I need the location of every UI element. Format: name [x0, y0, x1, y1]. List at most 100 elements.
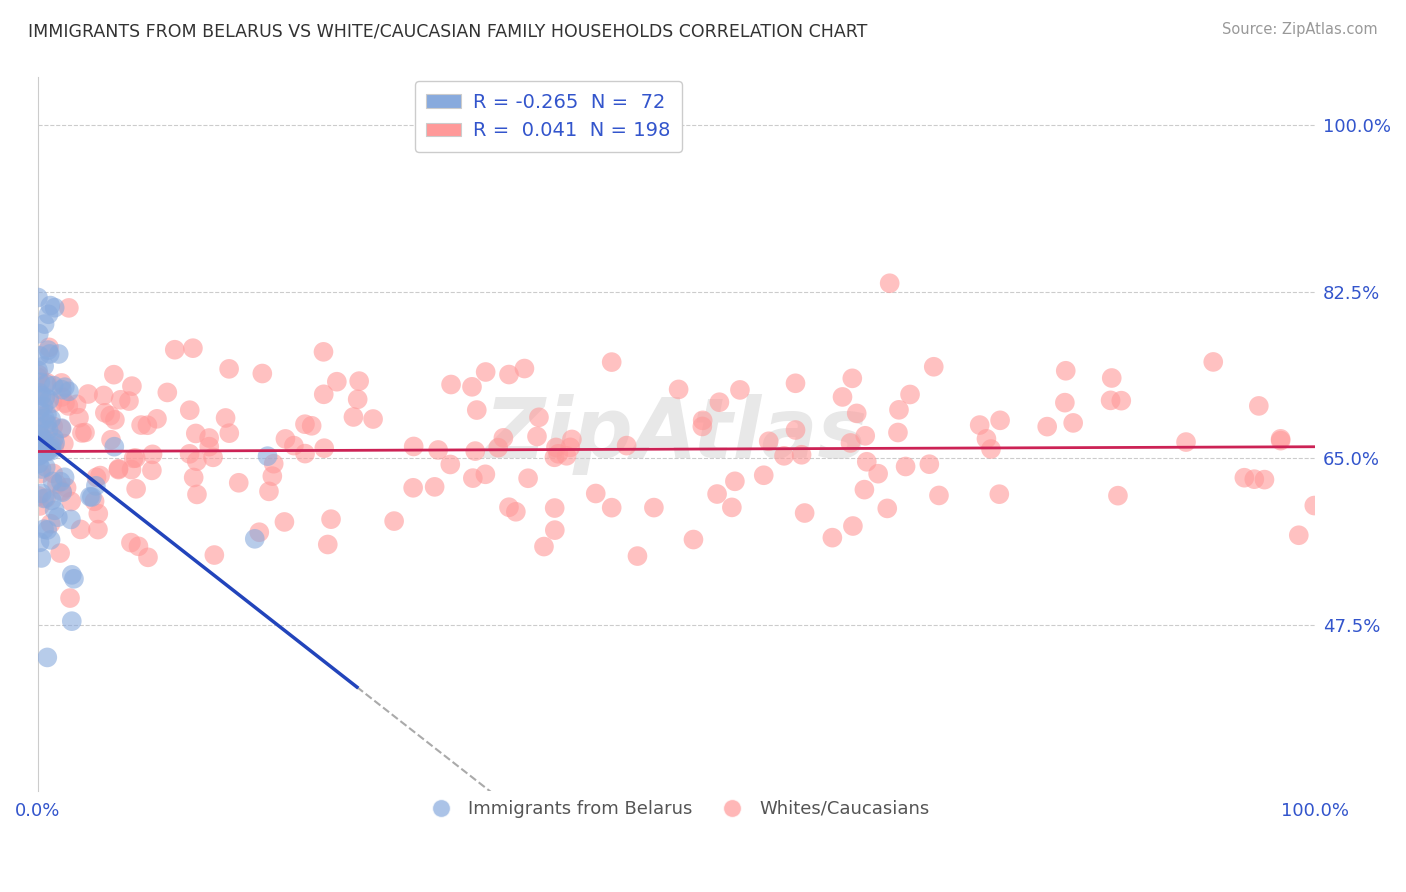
Point: [31, 486, 53, 500]
Point: [49, 546, 72, 560]
Point: [533, 540, 555, 554]
Point: [46, 510, 69, 524]
Point: [876, 501, 898, 516]
Point: [186, 487, 208, 501]
Point: [1036, 419, 1059, 434]
Point: [98, 409, 121, 423]
Point: [67, 410, 90, 425]
Point: [555, 449, 578, 463]
Point: [1109, 393, 1132, 408]
Point: [692, 419, 714, 434]
Point: [214, 411, 236, 425]
Point: [28, 368, 51, 382]
Point: [427, 442, 450, 457]
Point: [898, 387, 921, 401]
Point: [257, 484, 280, 499]
Point: [247, 525, 270, 540]
Point: [37, 523, 59, 537]
Point: [600, 355, 623, 369]
Point: [326, 375, 349, 389]
Point: [41, 439, 63, 453]
Point: [319, 512, 342, 526]
Point: [30, 467, 52, 481]
Point: [706, 487, 728, 501]
Point: [682, 533, 704, 547]
Point: [38, 423, 60, 437]
Point: [198, 431, 221, 445]
Point: [243, 532, 266, 546]
Point: [93, 388, 115, 402]
Point: [1107, 489, 1129, 503]
Point: [179, 403, 201, 417]
Point: [918, 457, 941, 471]
Point: [853, 429, 876, 443]
Point: [60, 567, 83, 582]
Point: [202, 548, 225, 562]
Point: [976, 432, 998, 446]
Point: [668, 383, 690, 397]
Point: [887, 402, 910, 417]
Point: [121, 462, 143, 476]
Point: [70, 425, 93, 440]
Point: [879, 277, 901, 291]
Point: [382, 514, 405, 528]
Point: [129, 418, 152, 433]
Point: [728, 383, 751, 397]
Point: [30, 376, 52, 390]
Point: [58, 384, 80, 399]
Point: [41, 396, 63, 410]
Point: [55, 481, 77, 495]
Point: [60, 494, 83, 508]
Point: [980, 442, 1002, 456]
Point: [585, 486, 607, 500]
Point: [51, 376, 73, 390]
Point: [52, 436, 75, 450]
Point: [845, 406, 868, 420]
Point: [27, 363, 49, 377]
Point: [51, 383, 73, 397]
Point: [262, 469, 284, 483]
Point: [103, 368, 125, 382]
Point: [28, 420, 51, 434]
Point: [32, 433, 55, 447]
Text: ZipAtlas: ZipAtlas: [485, 394, 868, 475]
Point: [35, 491, 58, 505]
Point: [842, 519, 865, 533]
Point: [969, 418, 991, 433]
Point: [30, 438, 52, 452]
Point: [831, 390, 853, 404]
Point: [218, 426, 240, 441]
Point: [79, 490, 101, 504]
Point: [38, 340, 60, 354]
Point: [59, 512, 82, 526]
Point: [1099, 393, 1122, 408]
Point: [38, 347, 60, 361]
Point: [492, 431, 515, 445]
Point: [616, 439, 638, 453]
Point: [526, 429, 548, 443]
Point: [486, 441, 509, 455]
Point: [544, 441, 567, 455]
Point: [87, 523, 110, 537]
Point: [110, 392, 132, 407]
Point: [28, 402, 51, 417]
Point: [41, 475, 63, 489]
Point: [122, 451, 145, 466]
Point: [263, 457, 285, 471]
Point: [402, 440, 425, 454]
Point: [256, 449, 278, 463]
Point: [758, 434, 780, 449]
Point: [37, 343, 59, 357]
Point: [1303, 499, 1326, 513]
Point: [202, 450, 225, 465]
Point: [821, 531, 844, 545]
Point: [1202, 355, 1225, 369]
Point: [94, 406, 117, 420]
Point: [1062, 416, 1084, 430]
Point: [273, 515, 295, 529]
Point: [58, 301, 80, 315]
Point: [988, 413, 1011, 427]
Point: [125, 482, 148, 496]
Point: [361, 412, 384, 426]
Point: [103, 440, 125, 454]
